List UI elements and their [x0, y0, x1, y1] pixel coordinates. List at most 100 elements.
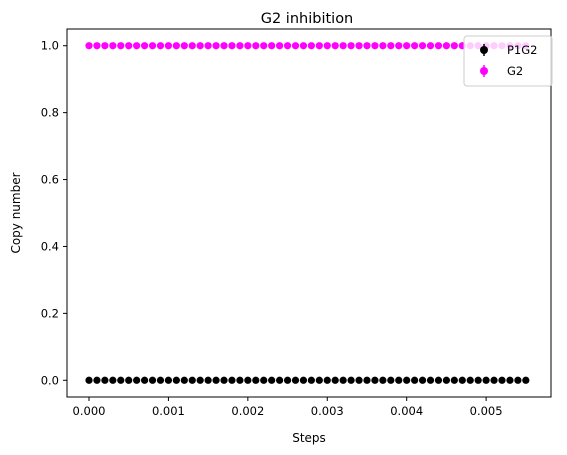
data-point — [220, 42, 228, 50]
data-point — [85, 376, 93, 384]
data-point — [125, 42, 133, 50]
data-point — [252, 376, 260, 384]
data-point — [347, 376, 355, 384]
data-point — [411, 376, 419, 384]
legend-label-g2: G2 — [507, 64, 523, 78]
legend-marker-g2 — [480, 67, 488, 75]
data-point — [403, 42, 411, 50]
data-point — [442, 42, 450, 50]
y-tick-label: 0.4 — [41, 239, 59, 253]
data-point — [133, 376, 141, 384]
data-point — [490, 376, 498, 384]
data-point — [204, 376, 212, 384]
data-point — [363, 42, 371, 50]
data-point — [387, 376, 395, 384]
data-point — [299, 376, 308, 384]
data-point — [196, 376, 204, 384]
data-point — [228, 376, 236, 384]
data-point — [276, 376, 284, 384]
data-point — [204, 42, 212, 50]
data-point — [141, 42, 149, 50]
data-point — [339, 376, 347, 384]
data-point — [212, 376, 220, 384]
data-point — [395, 42, 403, 50]
data-point — [411, 42, 419, 50]
plot-background — [67, 29, 551, 397]
data-point — [125, 376, 133, 384]
data-point — [268, 42, 276, 50]
data-point — [133, 42, 141, 50]
data-point — [172, 376, 180, 384]
x-axis: 0.000 0.001 0.002 0.003 0.004 0.005 — [73, 397, 503, 418]
plot-frame — [66, 28, 552, 398]
y-axis: 0.0 0.2 0.4 0.6 0.8 1.0 — [41, 39, 67, 387]
data-point — [363, 376, 371, 384]
y-tick-label: 0.0 — [41, 373, 59, 387]
data-point — [283, 376, 292, 384]
data-point — [323, 42, 331, 50]
x-tick-label: 0.005 — [470, 404, 503, 418]
data-point — [101, 376, 109, 384]
data-point — [307, 42, 315, 50]
data-point — [141, 376, 149, 384]
x-tick-label: 0.001 — [152, 404, 185, 418]
data-point — [148, 42, 157, 50]
data-point — [387, 42, 395, 50]
data-point — [482, 376, 490, 384]
data-point — [101, 42, 109, 50]
data-point — [291, 42, 300, 50]
data-point — [498, 376, 506, 384]
data-point — [355, 376, 363, 384]
data-point — [164, 376, 173, 384]
y-tick-label: 1.0 — [41, 39, 59, 53]
y-tick-label: 0.8 — [41, 106, 59, 120]
data-point — [347, 42, 355, 50]
data-point — [426, 376, 435, 384]
data-point — [180, 376, 188, 384]
data-point — [109, 42, 117, 50]
data-point — [196, 42, 204, 50]
data-point — [164, 42, 173, 50]
data-point — [172, 42, 180, 50]
data-point — [180, 42, 188, 50]
x-axis-label: Steps — [292, 431, 326, 445]
data-point — [514, 376, 522, 384]
series-p1g2 — [85, 376, 530, 384]
data-point — [403, 376, 411, 384]
data-point — [109, 376, 117, 384]
data-point — [156, 42, 165, 50]
data-point — [93, 42, 101, 50]
data-point — [315, 376, 323, 384]
data-point — [506, 376, 514, 384]
data-point — [260, 376, 268, 384]
data-point — [228, 42, 236, 50]
data-point — [450, 376, 458, 384]
data-point — [442, 376, 450, 384]
data-point — [260, 42, 268, 50]
data-point — [379, 376, 387, 384]
data-point — [252, 42, 260, 50]
data-point — [458, 376, 466, 384]
data-point — [474, 376, 482, 384]
data-point — [188, 42, 196, 50]
data-point — [148, 376, 157, 384]
data-point — [117, 376, 125, 384]
data-point — [85, 42, 93, 50]
data-point — [283, 42, 292, 50]
x-tick-label: 0.003 — [311, 404, 344, 418]
data-point — [379, 42, 387, 50]
data-point — [522, 376, 530, 384]
data-point — [291, 376, 300, 384]
data-point — [93, 376, 101, 384]
data-point — [236, 376, 244, 384]
data-point — [307, 376, 315, 384]
data-point — [434, 42, 443, 50]
data-point — [323, 376, 331, 384]
data-point — [117, 42, 125, 50]
data-point — [418, 376, 427, 384]
y-axis-label: Copy number — [9, 172, 23, 253]
data-point — [466, 376, 474, 384]
data-point — [156, 376, 165, 384]
x-tick-label: 0.000 — [73, 404, 106, 418]
